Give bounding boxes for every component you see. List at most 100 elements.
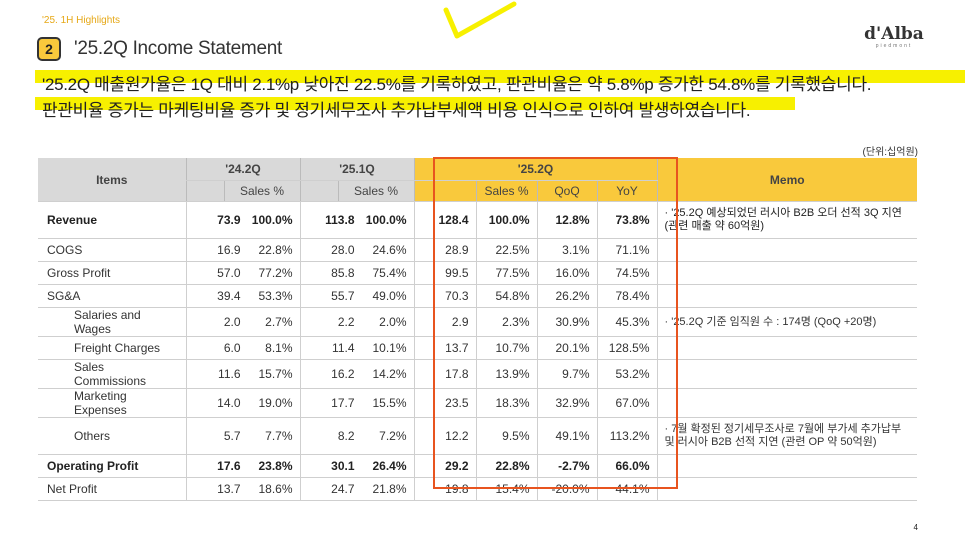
header-yoy: YoY <box>596 180 657 202</box>
cell-memo: · 7월 확정된 정기세무조사로 7월에 부가세 추가납부 및 러시아 B2B … <box>656 417 917 455</box>
brand-logo: d'Alba piedmont <box>862 25 926 49</box>
cell-memo <box>656 388 917 418</box>
cell-yoy: 45.3% <box>596 307 657 337</box>
cell-yoy: 53.2% <box>596 359 657 389</box>
highlight-stroke-1 <box>35 70 965 83</box>
cell-pair: 55.7 49.0% <box>299 284 414 308</box>
summary-line-1: '25.2Q 매출원가율은 1Q 대비 2.1%p 낮아진 22.5%를 기록하… <box>42 75 872 94</box>
row-label: Revenue <box>38 201 186 239</box>
cell-pair: 17.6 23.8% <box>185 454 300 478</box>
cell-pair: 16.9 22.8% <box>185 238 300 262</box>
cell-pair: 6.0 8.1% <box>185 336 300 360</box>
cell-yoy: 71.1% <box>596 238 657 262</box>
table-row: Freight Charges 6.0 8.1% 11.4 10.1% 13.7 1… <box>38 336 917 360</box>
header-memo: Memo <box>656 158 917 202</box>
summary-line-2: 판관비율 증가는 마케팅비율 증가 및 정기세무조사 추가납부세액 비용 인식으… <box>42 101 751 120</box>
cell-qoq: -2.7% <box>536 454 597 478</box>
cell-pair: 113.8 100.0% <box>299 201 414 239</box>
header-blank <box>185 180 224 202</box>
row-label: Operating Profit <box>38 454 186 478</box>
table-row: Operating Profit 17.6 23.8% 30.1 26.4% 29.… <box>38 454 917 478</box>
page-number: 4 <box>913 523 918 532</box>
table-row: Net Profit 13.7 18.6% 24.7 21.8% 19.8 15.4… <box>38 477 917 501</box>
cell-yoy: 67.0% <box>596 388 657 418</box>
header-sales-pct: Sales % <box>223 180 300 202</box>
cell-sales-pct: 15.4% <box>475 477 537 501</box>
cell-memo <box>656 238 917 262</box>
cell-pair: 11.4 10.1% <box>299 336 414 360</box>
cell-memo: · '25.2Q 기준 임직원 수 : 174명 (QoQ +20명) <box>656 307 917 337</box>
cell-pair: 11.6 15.7% <box>185 359 300 389</box>
cell-memo <box>656 284 917 308</box>
cell-sales-pct: 13.9% <box>475 359 537 389</box>
cell-pair: 2.2 2.0% <box>299 307 414 337</box>
header-25-2q: '25.2Q <box>413 158 657 181</box>
table-row: COGS 16.9 22.8% 28.0 24.6% 28.9 22.5% 3.1%… <box>38 238 917 262</box>
cell-pair: 8.2 7.2% <box>299 417 414 455</box>
cell-qoq: 30.9% <box>536 307 597 337</box>
cell-memo: · '25.2Q 예상되었던 러시아 B2B 오더 선적 3Q 지연 (관련 매… <box>656 201 917 239</box>
section-number-badge: 2 <box>37 37 61 61</box>
header-25-1q: '25.1Q <box>299 158 414 181</box>
cell-yoy: 128.5% <box>596 336 657 360</box>
cell-pair: 73.9 100.0% <box>185 201 300 239</box>
logo-wordmark: d'Alba <box>864 24 924 44</box>
header-blank <box>413 180 476 202</box>
checkmark-icon <box>443 1 517 39</box>
cell-pair: 39.4 53.3% <box>185 284 300 308</box>
cell-value: 13.7 <box>413 336 476 360</box>
cell-pair: 30.1 26.4% <box>299 454 414 478</box>
cell-qoq: 16.0% <box>536 261 597 285</box>
unit-label: (단위:십억원) <box>862 147 918 158</box>
logo-subtext: piedmont <box>875 43 913 49</box>
cell-pair: 24.7 21.8% <box>299 477 414 501</box>
cell-pair: 57.0 77.2% <box>185 261 300 285</box>
table-row: Gross Profit 57.0 77.2% 85.8 75.4% 99.5 77… <box>38 261 917 285</box>
cell-memo <box>656 261 917 285</box>
cell-value: 99.5 <box>413 261 476 285</box>
cell-pair: 5.7 7.7% <box>185 417 300 455</box>
cell-sales-pct: 18.3% <box>475 388 537 418</box>
cell-memo <box>656 336 917 360</box>
cell-sales-pct: 22.5% <box>475 238 537 262</box>
header-items: Items <box>38 158 186 202</box>
row-label: Net Profit <box>38 477 186 501</box>
row-label: Others <box>38 417 186 455</box>
page-title: '25.2Q Income Statement <box>74 38 282 59</box>
section-tag: '25. 1H Highlights <box>42 15 121 26</box>
cell-qoq: 26.2% <box>536 284 597 308</box>
cell-yoy: 113.2% <box>596 417 657 455</box>
cell-value: 12.2 <box>413 417 476 455</box>
cell-qoq: 20.1% <box>536 336 597 360</box>
table-row: Marketing Expenses 14.0 19.0% 17.7 15.5% 2… <box>38 388 917 418</box>
cell-pair: 16.2 14.2% <box>299 359 414 389</box>
cell-sales-pct: 100.0% <box>475 201 537 239</box>
header-qoq: QoQ <box>536 180 597 202</box>
cell-yoy: 78.4% <box>596 284 657 308</box>
cell-sales-pct: 77.5% <box>475 261 537 285</box>
row-label: Sales Commissions <box>38 359 186 389</box>
row-label: SG&A <box>38 284 186 308</box>
cell-yoy: 74.5% <box>596 261 657 285</box>
table-row: SG&A 39.4 53.3% 55.7 49.0% 70.3 54.8% 26.2… <box>38 284 917 308</box>
row-label: COGS <box>38 238 186 262</box>
row-label: Marketing Expenses <box>38 388 186 418</box>
header-sales-pct: Sales % <box>337 180 414 202</box>
cell-qoq: 9.7% <box>536 359 597 389</box>
cell-value: 70.3 <box>413 284 476 308</box>
cell-sales-pct: 10.7% <box>475 336 537 360</box>
row-label: Gross Profit <box>38 261 186 285</box>
header-blank <box>299 180 338 202</box>
row-label: Salaries and Wages <box>38 307 186 337</box>
cell-sales-pct: 22.8% <box>475 454 537 478</box>
cell-value: 128.4 <box>413 201 476 239</box>
cell-pair: 17.7 15.5% <box>299 388 414 418</box>
cell-value: 2.9 <box>413 307 476 337</box>
cell-qoq: 12.8% <box>536 201 597 239</box>
cell-value: 17.8 <box>413 359 476 389</box>
cell-value: 23.5 <box>413 388 476 418</box>
cell-value: 19.8 <box>413 477 476 501</box>
cell-yoy: 44.1% <box>596 477 657 501</box>
table-row: Others 5.7 7.7% 8.2 7.2% 12.2 9.5% 49.1% 1… <box>38 417 917 455</box>
cell-memo <box>656 477 917 501</box>
